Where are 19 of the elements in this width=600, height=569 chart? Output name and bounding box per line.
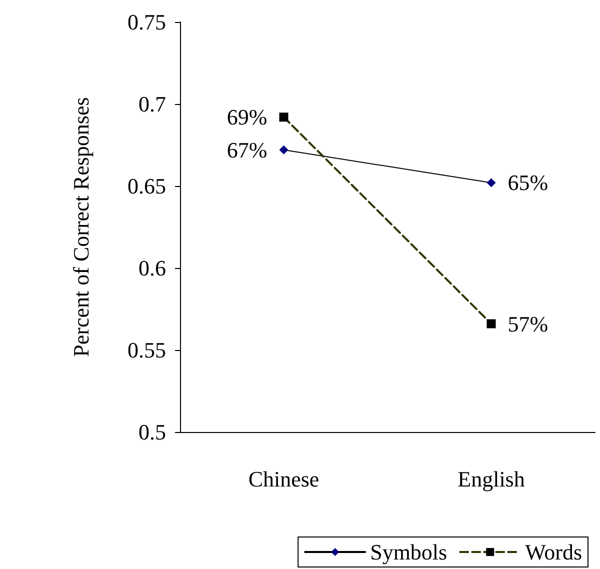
y-tick-label: 0.7 <box>138 92 166 116</box>
y-axis-title: Percent of Correct Responses <box>68 97 94 357</box>
point <box>486 178 496 188</box>
point <box>279 145 288 154</box>
y-tick-label: 0.65 <box>128 174 166 198</box>
data-label: 57% <box>508 311 548 336</box>
point <box>486 319 496 328</box>
legend-label: Symbols <box>370 540 448 564</box>
x-tick-label: Chinese <box>248 466 320 492</box>
x-tick-label: English <box>458 466 525 492</box>
y-tick-label: 0.6 <box>138 256 166 280</box>
y-tick-label: 0.5 <box>138 420 166 444</box>
point <box>279 112 288 122</box>
data-label: 67% <box>226 137 268 162</box>
data-label: 69% <box>226 104 268 130</box>
y-tick-label: 0.75 <box>128 10 166 34</box>
legend-label: Words <box>525 540 582 564</box>
y-tick-label: 0.55 <box>128 338 166 362</box>
data-label: 65% <box>508 170 548 196</box>
